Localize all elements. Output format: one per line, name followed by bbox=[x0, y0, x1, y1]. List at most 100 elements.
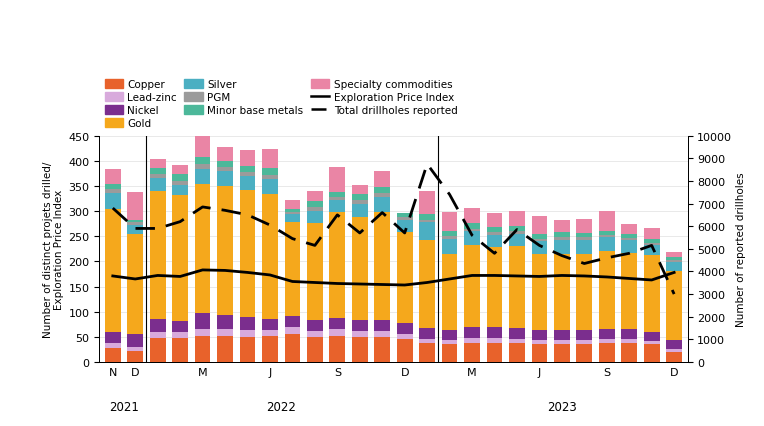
Bar bbox=[442, 213, 458, 232]
Bar bbox=[465, 338, 480, 343]
Bar bbox=[128, 351, 143, 362]
Bar bbox=[352, 201, 367, 204]
Bar bbox=[128, 234, 143, 334]
Bar bbox=[128, 223, 143, 225]
Bar bbox=[397, 220, 413, 232]
Bar bbox=[195, 185, 210, 313]
Bar bbox=[644, 345, 659, 362]
Bar bbox=[621, 340, 637, 343]
Bar bbox=[150, 179, 166, 192]
Bar bbox=[554, 331, 570, 340]
Bar bbox=[240, 191, 255, 317]
Bar bbox=[644, 341, 659, 345]
Bar bbox=[240, 330, 255, 337]
Bar bbox=[307, 201, 322, 207]
Bar bbox=[509, 232, 525, 234]
Bar bbox=[509, 339, 525, 343]
Bar bbox=[577, 233, 592, 238]
Bar bbox=[666, 253, 682, 258]
Text: 2021: 2021 bbox=[109, 400, 139, 413]
Bar bbox=[105, 184, 121, 190]
Bar bbox=[419, 192, 435, 214]
Bar bbox=[240, 151, 255, 167]
Bar bbox=[397, 340, 413, 362]
Bar bbox=[532, 340, 547, 345]
Bar bbox=[419, 328, 435, 339]
Bar bbox=[128, 347, 143, 351]
Bar bbox=[644, 332, 659, 341]
Bar bbox=[644, 228, 659, 239]
Bar bbox=[599, 340, 614, 343]
Bar bbox=[217, 162, 233, 168]
Bar bbox=[329, 213, 345, 318]
Bar bbox=[666, 260, 682, 262]
Bar bbox=[240, 337, 255, 362]
Bar bbox=[374, 194, 390, 198]
Bar bbox=[105, 210, 121, 333]
Bar bbox=[217, 315, 233, 329]
Bar bbox=[419, 240, 435, 328]
Bar bbox=[284, 201, 300, 210]
Bar bbox=[173, 196, 188, 321]
Bar bbox=[666, 340, 682, 349]
Bar bbox=[577, 240, 592, 254]
Bar bbox=[487, 248, 503, 327]
Bar bbox=[509, 234, 525, 247]
Bar bbox=[352, 337, 367, 362]
Bar bbox=[195, 336, 210, 362]
Bar bbox=[599, 211, 614, 231]
Bar bbox=[621, 238, 637, 241]
Bar bbox=[509, 343, 525, 362]
Bar bbox=[487, 227, 503, 233]
Bar bbox=[173, 338, 188, 362]
Bar bbox=[105, 193, 121, 210]
Bar bbox=[240, 173, 255, 177]
Bar bbox=[329, 336, 345, 362]
Bar bbox=[666, 349, 682, 352]
Bar bbox=[666, 352, 682, 362]
Bar bbox=[621, 234, 637, 238]
Bar bbox=[150, 338, 166, 362]
Bar bbox=[577, 254, 592, 331]
Bar bbox=[240, 167, 255, 173]
Bar bbox=[465, 229, 480, 232]
Bar bbox=[509, 247, 525, 328]
Bar bbox=[352, 204, 367, 217]
Bar bbox=[240, 177, 255, 191]
Bar bbox=[173, 175, 188, 181]
Bar bbox=[105, 343, 121, 348]
Bar bbox=[284, 210, 300, 212]
Bar bbox=[487, 338, 503, 343]
Bar bbox=[240, 317, 255, 330]
Bar bbox=[307, 192, 322, 201]
Bar bbox=[554, 220, 570, 233]
Bar bbox=[195, 313, 210, 329]
Bar bbox=[599, 343, 614, 362]
Bar bbox=[554, 240, 570, 254]
Bar bbox=[329, 198, 345, 200]
Bar bbox=[419, 343, 435, 362]
Bar bbox=[352, 185, 367, 195]
Bar bbox=[666, 258, 682, 260]
Bar bbox=[284, 328, 300, 334]
Bar bbox=[374, 198, 390, 212]
Bar bbox=[352, 320, 367, 331]
Bar bbox=[465, 208, 480, 223]
Bar bbox=[666, 271, 682, 340]
Bar bbox=[532, 254, 547, 331]
Bar bbox=[442, 239, 458, 254]
Bar bbox=[217, 172, 233, 187]
Bar bbox=[105, 348, 121, 362]
Bar bbox=[195, 329, 210, 336]
Bar bbox=[465, 327, 480, 338]
Bar bbox=[397, 218, 413, 220]
Bar bbox=[217, 329, 233, 336]
Bar bbox=[465, 232, 480, 246]
Bar bbox=[307, 320, 322, 331]
Bar bbox=[621, 343, 637, 362]
Bar bbox=[465, 246, 480, 327]
Bar bbox=[442, 345, 458, 362]
Bar bbox=[307, 331, 322, 337]
Bar bbox=[487, 327, 503, 338]
Bar bbox=[374, 331, 390, 337]
